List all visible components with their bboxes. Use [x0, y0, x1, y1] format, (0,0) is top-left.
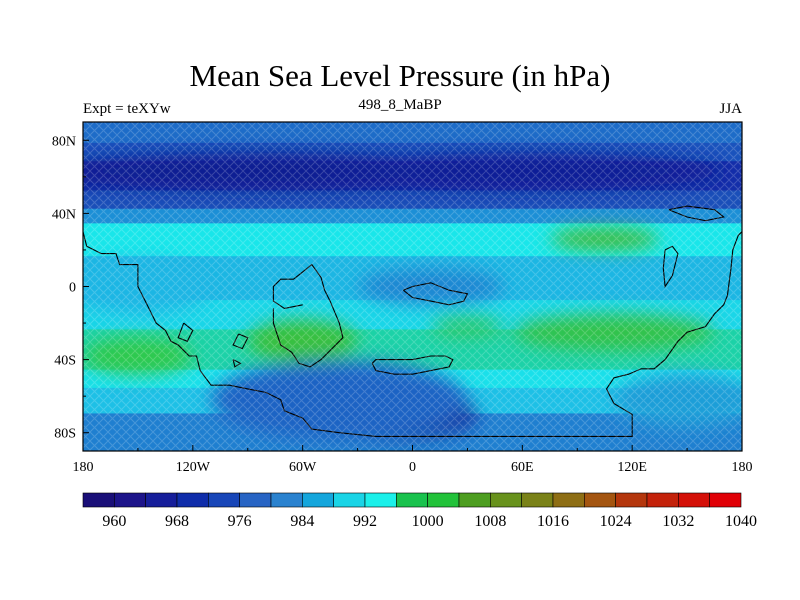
colorbar-box-6 — [270, 492, 303, 508]
colorbar-label: 1008 — [474, 513, 506, 530]
colorbar-label: 984 — [290, 513, 314, 530]
colorbar-box-2 — [145, 492, 178, 508]
experiment-label: Expt = teXYw — [83, 101, 171, 117]
y-tick-label: 0 — [69, 281, 76, 296]
colorbar-box-3 — [176, 492, 209, 508]
colorbar-box-4 — [208, 492, 240, 508]
x-tick-label: 180 — [73, 460, 94, 475]
colorbar-label: 976 — [228, 513, 252, 530]
colorbar-box-14 — [521, 492, 554, 508]
longitude-axis: 180 120W 60W 0 60E 120E 180 — [73, 445, 753, 475]
colorbar-box-20 — [709, 492, 742, 508]
x-tick-label: 60E — [511, 460, 534, 475]
colorbar: 960 968 976 984 992 1000 1008 1016 1024 1032 1040 — [82, 492, 757, 530]
colorbar-box-9 — [364, 492, 397, 508]
colorbar-box-16 — [584, 492, 616, 508]
x-tick-label: 60W — [289, 460, 317, 475]
colorbar-label: 1024 — [600, 513, 632, 530]
colorbar-box-19 — [678, 492, 710, 508]
y-tick-label: 40N — [52, 207, 76, 222]
x-tick-label: 0 — [409, 460, 416, 475]
colorbar-label: 1032 — [662, 513, 694, 530]
colorbar-box-7 — [302, 492, 334, 508]
colorbar-box-1 — [114, 492, 146, 508]
y-tick-label: 80S — [54, 427, 76, 442]
colorbar-label: 968 — [165, 513, 189, 530]
colorbar-label: 960 — [102, 513, 126, 530]
colorbar-box-18 — [646, 492, 679, 508]
colorbar-label: 1040 — [725, 513, 757, 530]
x-tick-label: 180 — [732, 460, 753, 475]
colorbar-box-15 — [552, 492, 585, 508]
colorbar-box-13 — [490, 492, 522, 508]
season-label: JJA — [719, 101, 742, 117]
y-tick-label: 40S — [54, 354, 76, 369]
colorbar-box-11 — [427, 492, 460, 508]
stipple-overlay — [83, 122, 742, 451]
colorbar-label: 992 — [353, 513, 377, 530]
colorbar-label: 1000 — [412, 513, 444, 530]
latitude-axis: 80N 40N 0 40S 80S — [52, 134, 89, 442]
y-tick-label: 80N — [52, 134, 76, 149]
colorbar-box-8 — [333, 492, 366, 508]
colorbar-box-12 — [458, 492, 491, 508]
colorbar-box-5 — [239, 492, 272, 508]
colorbar-label: 1016 — [537, 513, 569, 530]
map-title: Mean Sea Level Pressure (in hPa) — [189, 58, 611, 93]
colorbar-box-17 — [615, 492, 648, 508]
x-tick-label: 120E — [617, 460, 647, 475]
colorbar-box-10 — [396, 492, 428, 508]
run-label: 498_8_MaBP — [358, 97, 442, 113]
x-tick-label: 120W — [176, 460, 211, 475]
colorbar-box-0 — [82, 492, 115, 508]
